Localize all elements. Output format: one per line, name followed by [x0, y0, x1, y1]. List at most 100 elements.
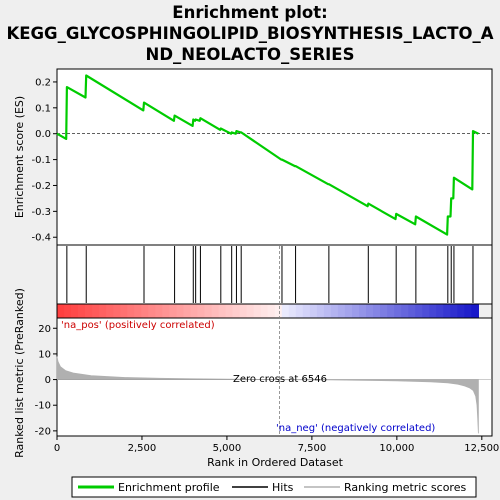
color-bar-segment [85, 304, 93, 318]
color-bar-segment [302, 304, 311, 318]
color-bar-segment [204, 304, 213, 318]
color-bar-segment [71, 304, 79, 318]
color-bar-segment [57, 304, 65, 318]
metric-x-tick-label: 0 [54, 443, 60, 454]
color-bar-segment [450, 304, 458, 318]
color-bar-segment [239, 304, 248, 318]
rank-color-bar [57, 304, 480, 318]
ranking-metric-area [56, 356, 492, 434]
color-bar-segment [155, 304, 163, 318]
chart-title-line1: Enrichment plot: [172, 3, 327, 22]
hits-panel [56, 244, 493, 305]
legend-metric-label: Ranking metric scores [344, 481, 466, 494]
legend-hits-label: Hits [272, 481, 294, 494]
metric-y-tick-label: -20 [35, 426, 51, 437]
chart-title-line2: KEGG_GLYCOSPHINGOLIPID_BIOSYNTHESIS_LACT… [6, 24, 493, 43]
color-bar-segment [344, 304, 353, 318]
color-bar-segment [64, 304, 72, 318]
metric-x-tick-label: 10,000 [379, 443, 414, 454]
color-bar-segment [218, 304, 227, 318]
color-bar-segment [366, 304, 374, 318]
color-bar-segment [359, 304, 367, 318]
metric-x-tick-label: 7,500 [298, 443, 327, 454]
color-bar-segment [134, 304, 142, 318]
color-bar-segment [288, 304, 297, 318]
color-bar-segment [323, 304, 332, 318]
color-bar-segment [232, 304, 241, 318]
color-bar-segment [92, 304, 100, 318]
color-bar-segment [106, 304, 114, 318]
color-bar-segment [253, 304, 262, 318]
pos-label: 'na_pos' (positively correlated) [61, 320, 215, 331]
metric-y-axis-label: Ranked list metric (PreRanked) [13, 288, 26, 458]
es-y-tick-label: -0.3 [31, 207, 51, 218]
es-plot-area [56, 68, 493, 246]
color-bar-segment [309, 304, 318, 318]
metric-y-axis: 20 10 0 -10 -20 [35, 324, 57, 437]
color-bar-segment [246, 304, 255, 318]
es-y-tick-label: 0.2 [35, 77, 51, 88]
color-bar-segment [464, 304, 472, 318]
color-bar-segment [443, 304, 451, 318]
enrichment-profile-series [56, 74, 479, 236]
color-bar-segment [387, 304, 395, 318]
legend-enrichment-label: Enrichment profile [118, 481, 220, 494]
legend-box [71, 476, 477, 498]
ranking-metric-series [56, 356, 479, 434]
neg-label: 'na_neg' (negatively correlated) [276, 423, 435, 434]
es-y-tick-label: 0.0 [35, 129, 51, 140]
color-bar-segment [380, 304, 388, 318]
color-bar-segment [351, 304, 360, 318]
metric-y-tick-label: 20 [38, 324, 51, 335]
es-y-axis-label: Enrichment score (ES) [13, 96, 26, 218]
color-bar-segment [457, 304, 465, 318]
color-bar-segment [394, 304, 402, 318]
metric-plot-area [56, 317, 493, 437]
metric-x-tick-label: 12,500 [464, 443, 499, 454]
color-bar-segment [415, 304, 423, 318]
color-bar-segment [267, 304, 276, 318]
chart-title-line3: ND_NEOLACTO_SERIES [146, 45, 355, 64]
color-bar-segment [78, 304, 86, 318]
es-y-axis: 0.2 0.1 0.0 -0.1 -0.2 -0.3 -0.4 [31, 77, 57, 244]
metric-y-tick-label: -10 [35, 401, 51, 412]
color-bar-segment [373, 304, 381, 318]
enrichment-profile-line [56, 74, 479, 236]
metric-x-axis: 0 2,500 5,000 7,500 10,000 12,500 [54, 436, 499, 454]
es-y-tick-label: -0.1 [31, 155, 51, 166]
color-bar-segment [183, 304, 192, 318]
color-bar-segment [274, 304, 283, 318]
es-y-tick-label: -0.2 [31, 181, 51, 192]
color-bar-segment [260, 304, 269, 318]
color-bar-segment [408, 304, 416, 318]
es-y-tick-label: 0.1 [35, 103, 51, 114]
hits-marks [66, 246, 474, 303]
color-bar-segment [99, 304, 107, 318]
color-bar-segment [422, 304, 430, 318]
metric-y-tick-label: 0 [45, 375, 51, 386]
color-bar-segment [148, 304, 156, 318]
color-bar-segment [120, 304, 128, 318]
color-bar-segment [197, 304, 206, 318]
color-bar-segment [429, 304, 437, 318]
color-bar-segment [190, 304, 199, 318]
es-y-tick-label: -0.4 [31, 233, 51, 244]
color-bar-segment [169, 304, 177, 318]
metric-x-tick-label: 2,500 [128, 443, 157, 454]
color-bar-segment [225, 304, 234, 318]
color-bar-segment [113, 304, 121, 318]
color-bar-segment [401, 304, 409, 318]
metric-x-axis-label: Rank in Ordered Dataset [207, 456, 344, 469]
color-bar-segment [471, 304, 480, 318]
color-bar-segment [295, 304, 304, 318]
color-bar-segment [436, 304, 444, 318]
color-bar-segment [127, 304, 135, 318]
color-bar-segment [281, 304, 290, 318]
color-bar-segment [211, 304, 220, 318]
color-bar-segment [141, 304, 149, 318]
color-bar-segment [176, 304, 185, 318]
color-bar-segment [337, 304, 346, 318]
color-bar-segment [316, 304, 325, 318]
color-bar-segment [162, 304, 170, 318]
